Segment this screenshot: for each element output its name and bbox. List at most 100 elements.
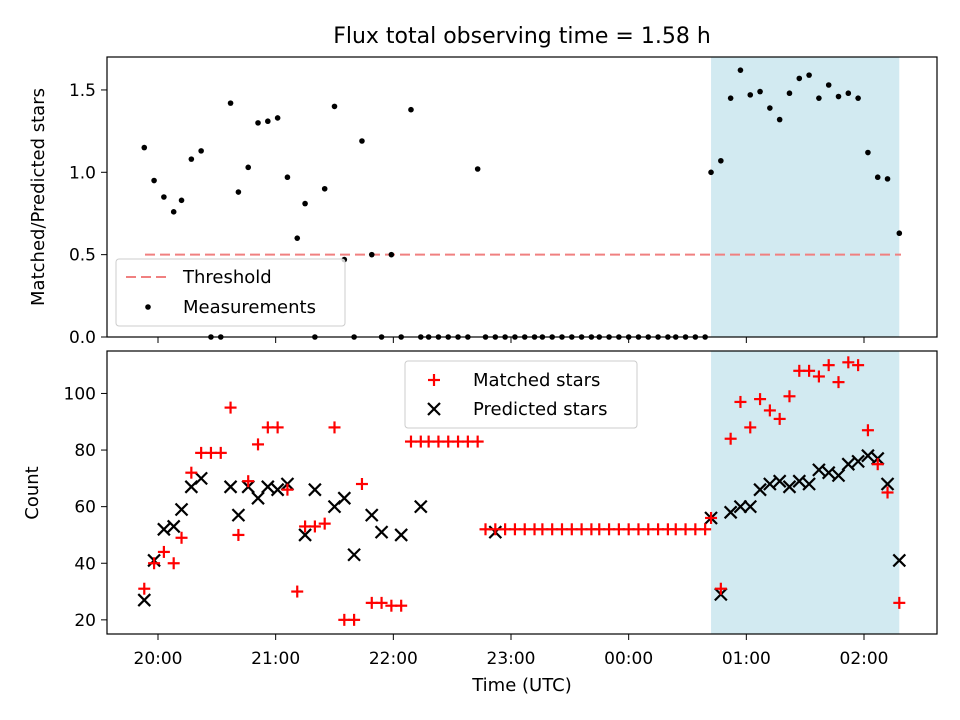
matched-point: [763, 404, 776, 417]
matched-point: [705, 511, 718, 524]
measurement-point: [747, 92, 754, 98]
matched-point: [842, 356, 855, 369]
measurement-point: [708, 169, 714, 176]
measurement-point: [727, 95, 734, 101]
top-y-tick-label: 0.0: [69, 328, 96, 348]
x-tick-label: 21:00: [251, 649, 300, 669]
matched-point: [214, 446, 227, 459]
measurement-point: [198, 148, 204, 154]
top-legend: Threshold Measurements: [115, 258, 346, 327]
matched-point: [185, 466, 198, 479]
predicted-point: [166, 519, 181, 534]
legend-measurements-swatch: [145, 304, 151, 310]
measurement-point: [474, 166, 481, 172]
top-plot-frame: [106, 56, 938, 338]
matched-point: [724, 432, 737, 445]
measurement-point: [188, 156, 195, 162]
measurement-point: [796, 75, 803, 82]
matched-point: [744, 421, 757, 434]
top-y-tick-label: 1.5: [69, 81, 96, 101]
bottom-highlight-span: [711, 351, 900, 634]
predicted-point: [374, 525, 389, 539]
bottom-legend: Matched stars Predicted stars: [404, 360, 638, 429]
matched-point: [328, 421, 341, 434]
predicted-point: [194, 471, 208, 486]
predicted-point: [792, 474, 807, 488]
predicted-point: [880, 477, 895, 491]
measurement-point: [274, 115, 281, 121]
matched-point: [148, 557, 161, 570]
measurement-point: [235, 189, 242, 195]
matched-point: [714, 582, 727, 595]
matched-point: [348, 613, 361, 626]
measurement-point: [151, 177, 157, 184]
matched-point: [871, 458, 884, 471]
predicted-point: [364, 508, 379, 522]
x-tick-label: 20:00: [134, 649, 183, 669]
predicted-point: [308, 482, 322, 497]
matched-point: [773, 412, 786, 425]
predicted-point: [137, 593, 152, 607]
predicted-point: [763, 477, 777, 491]
measurement-point: [718, 157, 724, 164]
legend-predicted-label: Predicted stars: [473, 399, 607, 420]
measurement-point: [359, 138, 365, 144]
predicted-point: [394, 528, 408, 542]
legend-predicted-swatch: [427, 402, 441, 416]
top-y-axis-label: Matched/Predicted stars: [28, 88, 49, 306]
top-y-tick-label: 0.5: [69, 246, 96, 266]
matched-point: [157, 545, 170, 558]
x-tick-label: 23:00: [487, 649, 536, 669]
predicted-point: [231, 508, 246, 522]
x-tick-label: 02:00: [840, 649, 889, 669]
matched-point: [175, 531, 188, 544]
predicted-point: [174, 502, 189, 517]
bottom-legend-box: [404, 360, 638, 429]
x-axis-label: Time (UTC): [471, 675, 572, 696]
measurement-point: [737, 67, 744, 73]
measurement-point: [368, 251, 375, 258]
measurement-point: [255, 120, 261, 126]
predicted-point: [223, 480, 238, 494]
predicted-point: [821, 465, 836, 480]
measurement-point: [178, 197, 185, 204]
measurement-point: [161, 194, 167, 200]
measurement-point: [865, 149, 871, 156]
bottom-y-ticks: 20 40 60 80 100: [64, 384, 107, 631]
measurement-point: [884, 176, 891, 182]
predicted-point: [337, 491, 352, 505]
measurement-point: [855, 95, 861, 101]
matched-point: [224, 401, 237, 414]
x-tick-label: 00:00: [604, 649, 653, 669]
matched-point: [232, 528, 245, 541]
bottom-panel: 20 40 60 80 100 20:00 21:00 22:00 23:00 00:00 01:…: [22, 350, 938, 696]
top-panel: 0.0 0.5 1.0 1.5 Matched/Predicted stars Thr…: [28, 56, 938, 348]
measurement-point: [284, 174, 291, 181]
bottom-y-tick-label: 60: [74, 498, 96, 518]
matched-point: [783, 390, 796, 403]
matched-point: [395, 599, 408, 612]
measurement-point: [767, 105, 773, 111]
predicted-point: [892, 553, 907, 568]
bottom-y-axis-label: Count: [22, 466, 43, 519]
chart-title: Flux total observing time = 1.58 h: [333, 24, 711, 49]
predicted-point: [723, 505, 738, 520]
measurement-point: [845, 90, 852, 97]
measurement-point: [776, 116, 783, 123]
legend-measurements-label: Measurements: [183, 297, 316, 318]
predicted-point: [157, 522, 171, 537]
matched-point: [754, 393, 767, 406]
top-legend-box: [115, 258, 346, 327]
predicted-point: [861, 448, 875, 463]
top-highlight-span: [711, 57, 900, 337]
matched-point: [852, 359, 865, 372]
predicted-point: [261, 480, 275, 494]
bottom-y-tick-label: 80: [74, 441, 96, 461]
top-x-ticks: [157, 337, 865, 343]
measurement-point: [786, 90, 793, 97]
measurement-point: [835, 93, 842, 100]
predicted-point: [851, 454, 865, 469]
predicted-point: [753, 482, 767, 497]
predicted-point: [812, 463, 826, 477]
measurement-point: [302, 200, 308, 207]
